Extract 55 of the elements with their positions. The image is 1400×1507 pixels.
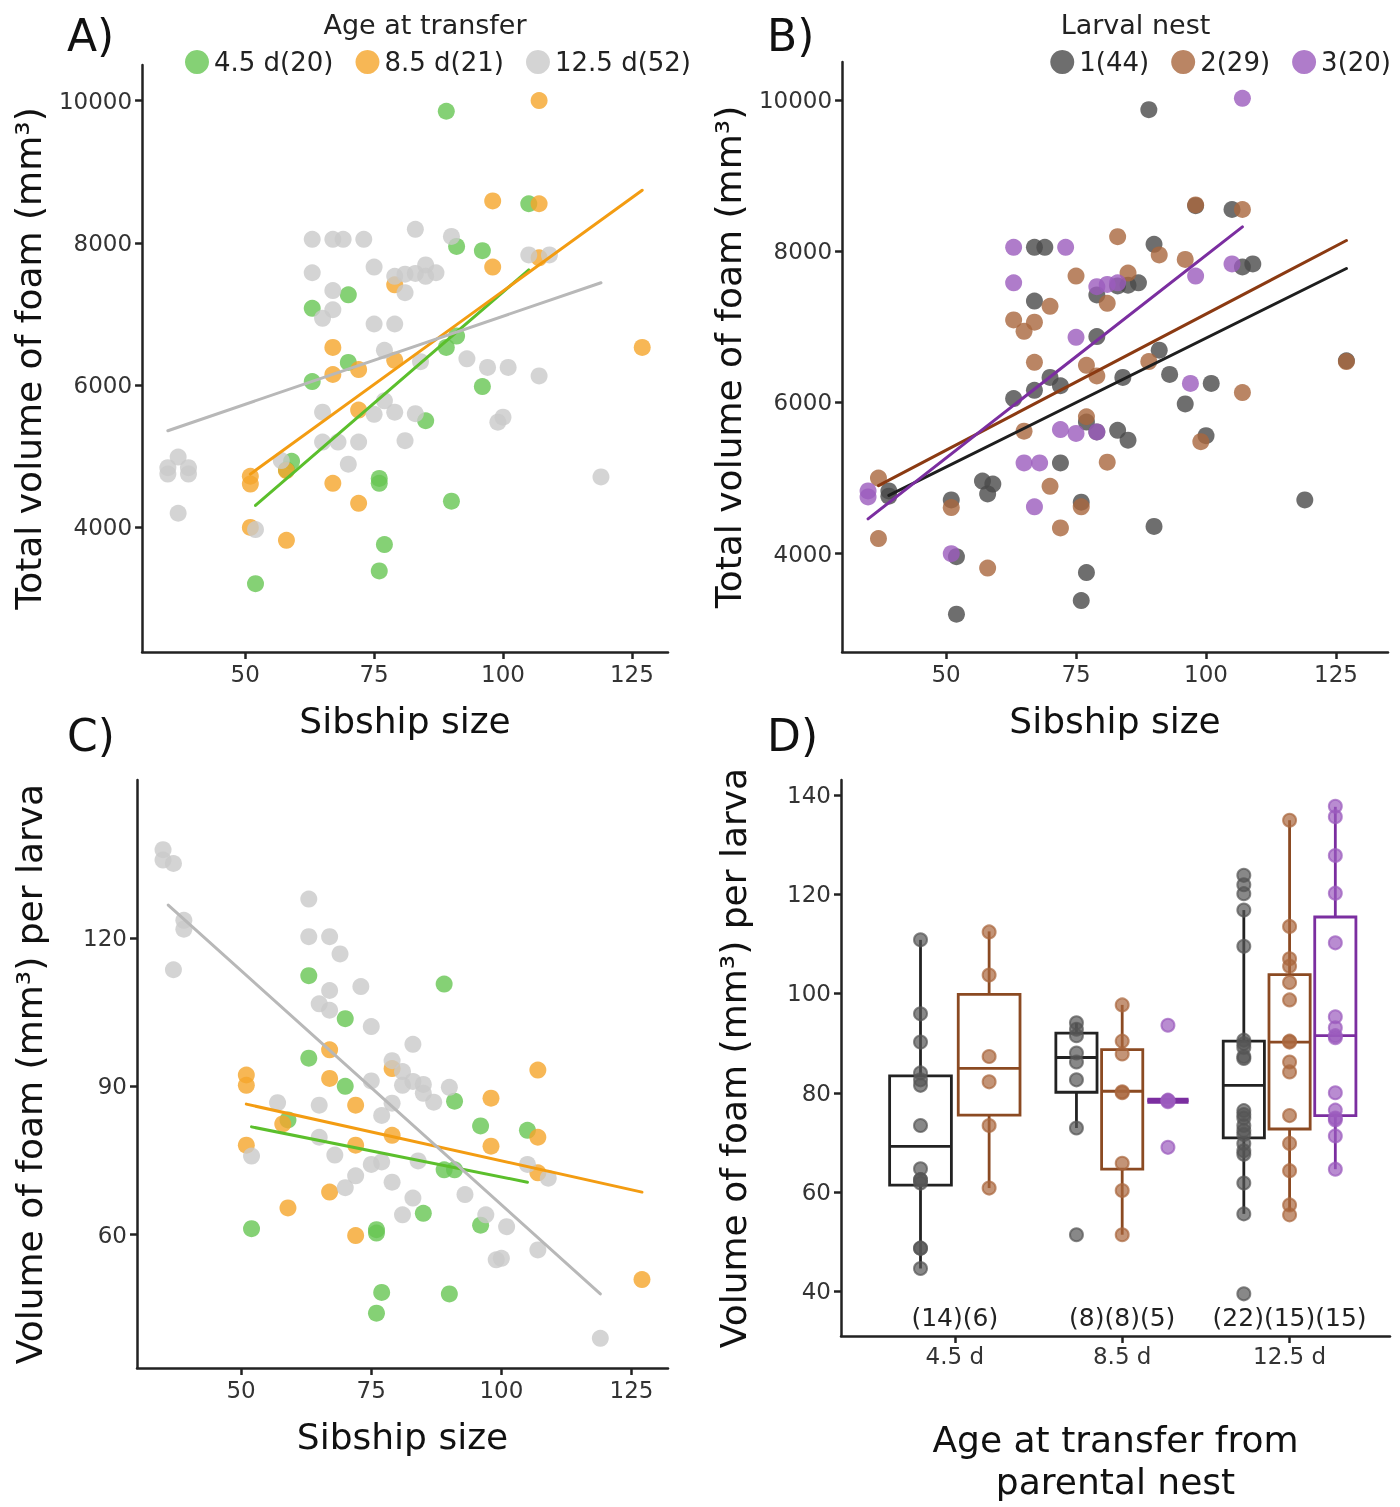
- y-tick-label: 40: [801, 1278, 831, 1305]
- y-tick-label: 6000: [773, 389, 833, 416]
- y-tick-label: 60: [97, 1221, 127, 1248]
- annotation: (22)(15)(15): [1212, 1303, 1367, 1332]
- x-axis-title: Sibship size: [299, 699, 511, 741]
- x-tick-label: 100: [479, 1376, 524, 1403]
- x-tick-label: 8.5 d: [1092, 1342, 1152, 1369]
- x-tick-label: 12.5 d: [1253, 1342, 1327, 1369]
- chart-title: D): [767, 709, 819, 761]
- x-tick-label: 125: [609, 1376, 654, 1403]
- y-tick-label: 4000: [73, 514, 133, 541]
- y-axis-title: Volume of foam (mm³) per larva: [8, 783, 50, 1365]
- legend-label: 12.5 d(52): [554, 47, 691, 77]
- x-axis-title: Sibship size: [1009, 699, 1221, 741]
- y-tick-label: 10000: [758, 86, 833, 113]
- y-tick-label: 8000: [73, 229, 133, 256]
- x-tick-label: 100: [1184, 660, 1228, 687]
- y-axis-title: Total volume of foam (mm³): [7, 107, 49, 611]
- chart-title: B): [767, 9, 815, 61]
- y-tick-label: 120: [787, 881, 831, 908]
- y-tick-label: 8000: [773, 238, 833, 265]
- x-axis-title: Age at transfer from parental nest: [932, 1418, 1299, 1502]
- x-tick-label: 50: [230, 660, 260, 687]
- x-tick-label: 125: [1314, 660, 1358, 687]
- x-tick-label: 50: [226, 1376, 256, 1403]
- y-tick-label: 140: [787, 781, 831, 808]
- y-tick-label: 10000: [58, 87, 133, 114]
- y-tick-label: 80: [801, 1079, 831, 1106]
- y-tick-label: 90: [97, 1073, 127, 1100]
- x-tick-label: 100: [481, 660, 525, 687]
- annotation: (8)(8)(5): [1069, 1303, 1176, 1332]
- x-tick-label: 75: [356, 1376, 386, 1403]
- legend-label: 2(29): [1200, 47, 1271, 77]
- x-tick-label: 4.5 d: [925, 1342, 985, 1369]
- y-tick-label: 6000: [73, 372, 133, 399]
- legend-label: 8.5 d(21): [384, 47, 504, 77]
- annotation: (14)(6): [911, 1303, 999, 1332]
- x-tick-label: 75: [1061, 660, 1091, 687]
- x-tick-label: 75: [359, 660, 389, 687]
- y-tick-label: 100: [787, 980, 831, 1007]
- x-axis-title: Sibship size: [296, 1415, 509, 1457]
- legend-label: 4.5 d(20): [213, 47, 334, 77]
- x-tick-label: 125: [609, 660, 654, 687]
- legend-label: 3(20): [1321, 47, 1392, 77]
- y-tick-label: 60: [801, 1179, 831, 1206]
- x-tick-label: 50: [931, 660, 961, 687]
- y-axis-title: Total volume of foam (mm³): [707, 105, 749, 610]
- chart-title: C): [67, 709, 115, 761]
- legend-label: 1(44): [1079, 47, 1150, 77]
- y-tick-label: 4000: [773, 540, 833, 567]
- y-axis-title: Volume of foam (mm³) per larva: [712, 767, 754, 1349]
- legend-title: Larval nest: [1060, 9, 1211, 40]
- y-tick-label: 120: [83, 925, 127, 952]
- chart-title: A): [67, 9, 115, 61]
- legend-title: Age at transfer: [323, 9, 528, 40]
